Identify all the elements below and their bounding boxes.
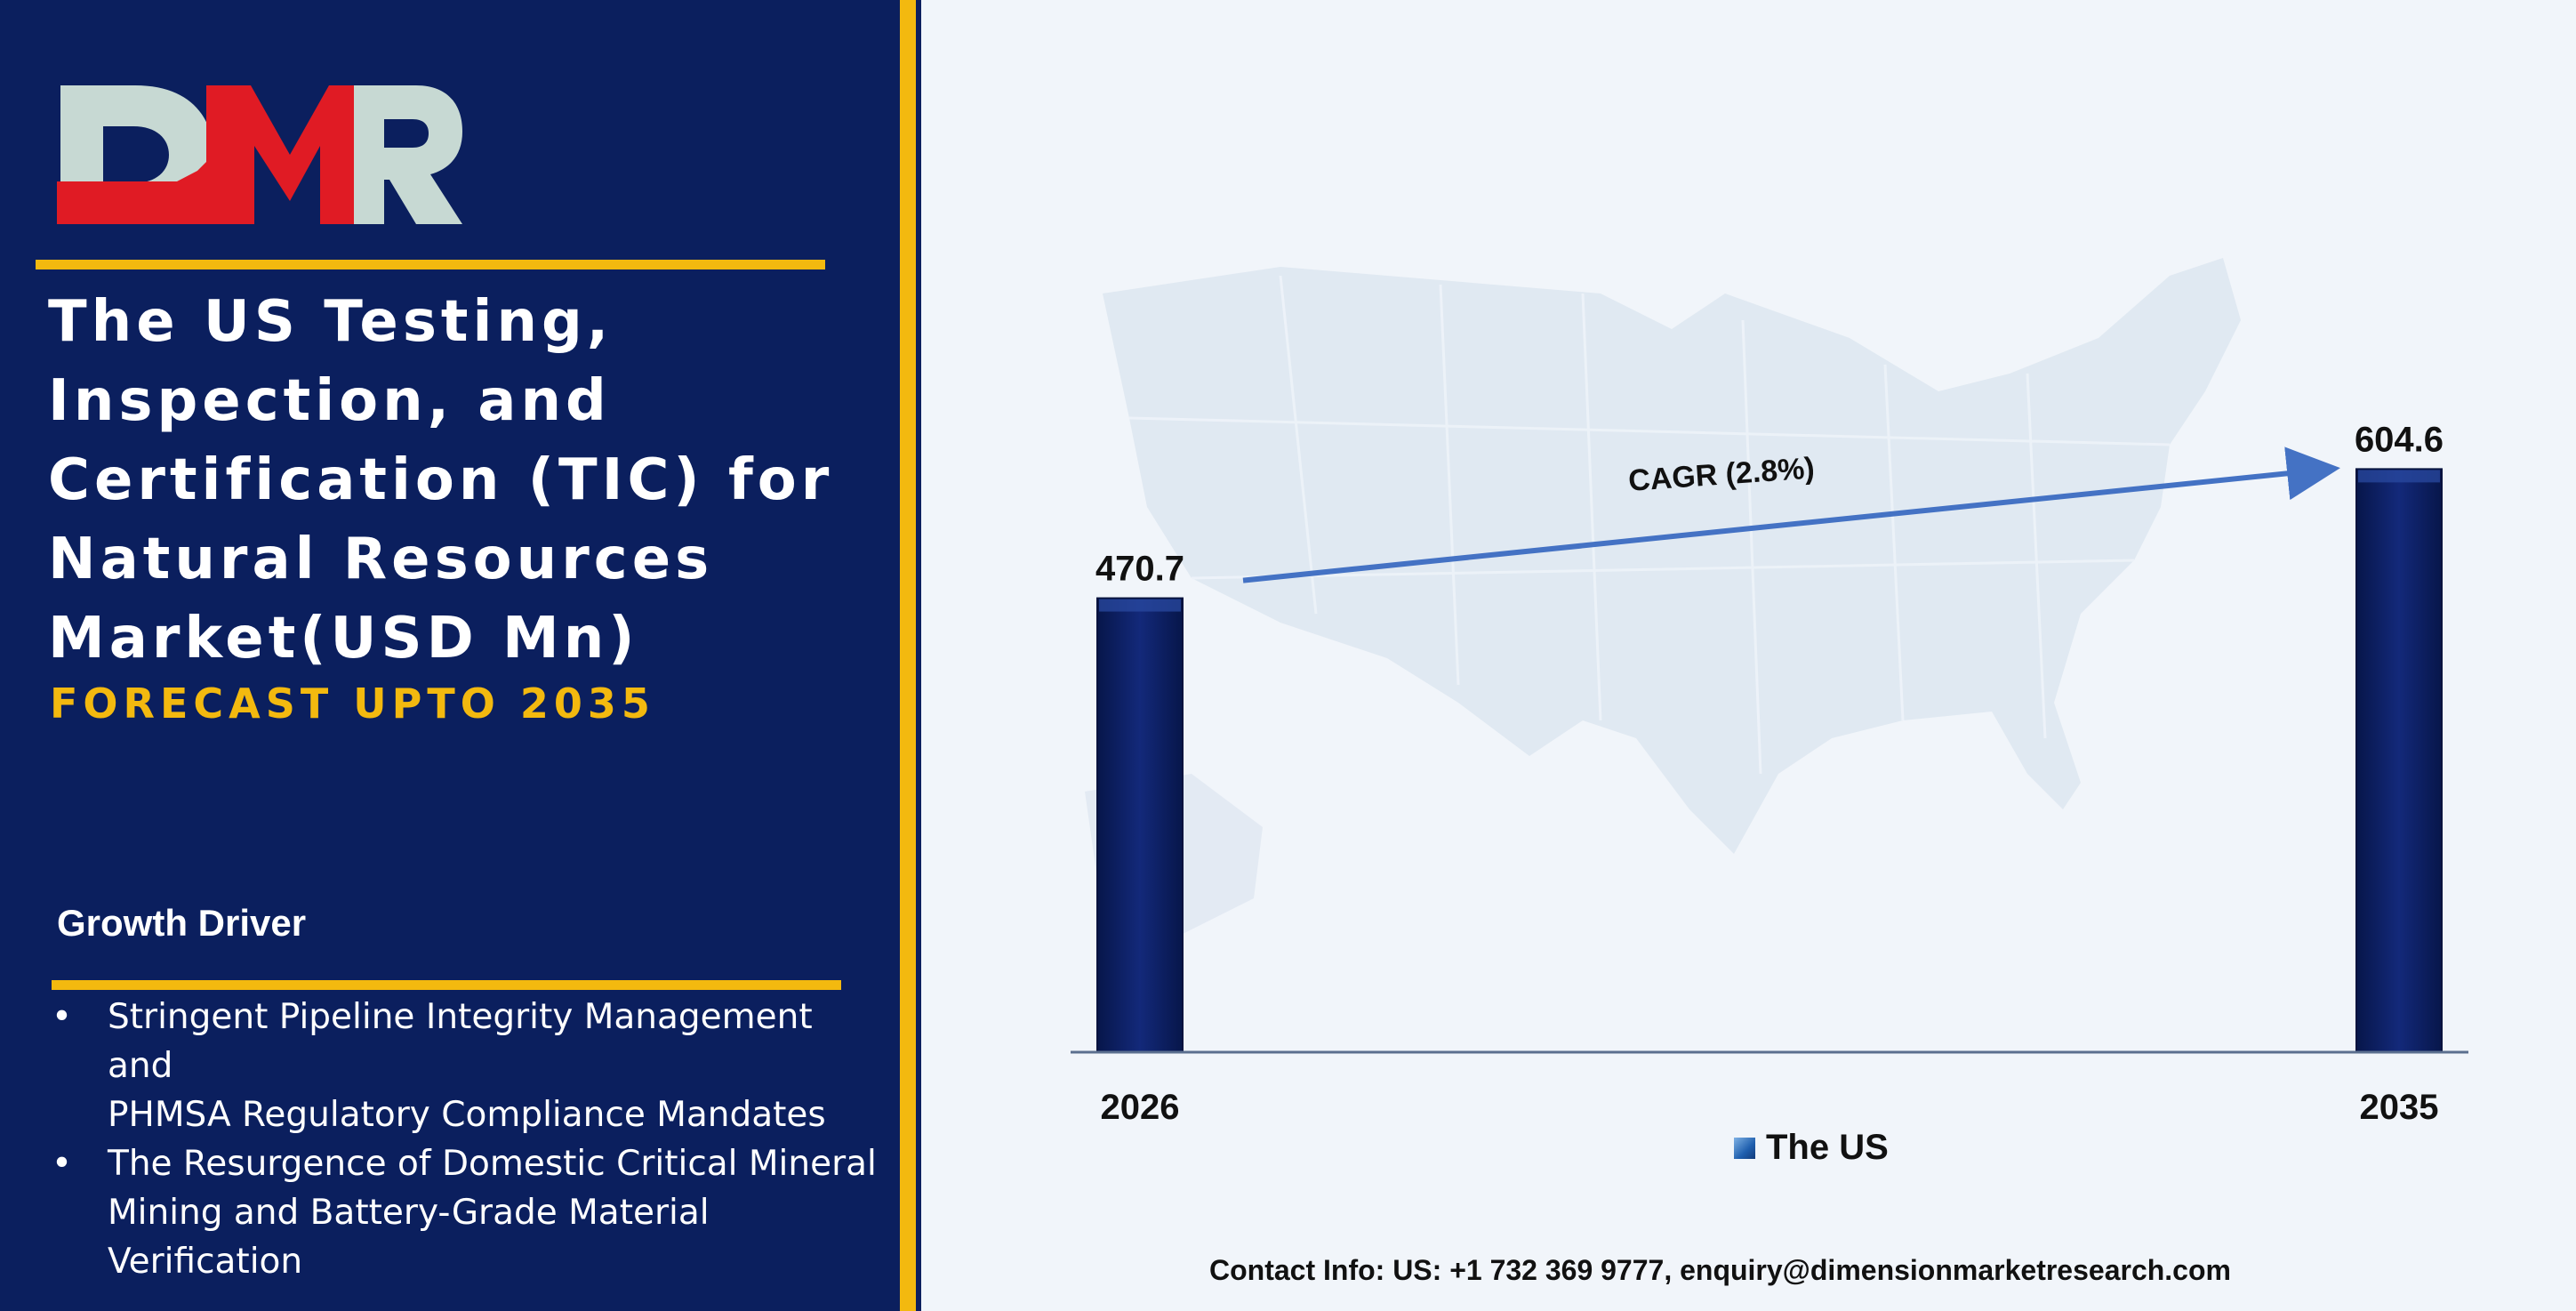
forecast-subtitle: FORECAST UPTO 2035 (50, 680, 655, 728)
driver-line: Mining and Battery-Grade Material (108, 1193, 710, 1233)
title-line: Market(USD Mn) (48, 606, 639, 672)
page-title: The US Testing, Inspection, and Certific… (48, 283, 893, 679)
bar-cap-2026 (1099, 599, 1181, 612)
accent-edge (916, 0, 921, 1311)
bullet: • (52, 1144, 73, 1184)
market-chart: 470.7 2026 604.6 2035 (1071, 420, 2468, 1127)
title-line: Inspection, and (48, 368, 611, 434)
title-line: Natural Resources (48, 527, 714, 592)
list-item: • Stringent Pipeline Integrity Managemen… (48, 993, 884, 1139)
driver-line: PHMSA Regulatory Compliance Mandates (108, 1095, 826, 1135)
accent-bar (900, 0, 916, 1311)
bar-2035 (2355, 468, 2443, 1053)
bullet: • (52, 997, 73, 1037)
chart-legend: The US (1734, 1128, 1889, 1168)
bar-2026 (1096, 597, 1184, 1054)
bar-cap-2035 (2358, 470, 2440, 483)
category-label-2035: 2035 (2360, 1088, 2439, 1127)
data-label-2026: 470.7 (1095, 550, 1184, 589)
title-line: The US Testing, (48, 289, 614, 355)
title-line: Certification (TIC) for (48, 447, 834, 513)
cagr-arrow (1242, 446, 2340, 583)
list-item: • The Resurgence of Domestic Critical Mi… (48, 1139, 884, 1286)
data-label-2035: 604.6 (2355, 420, 2444, 459)
legend-swatch (1734, 1137, 1755, 1159)
driver-line: Verification (108, 1242, 303, 1282)
contact-info: Contact Info: US: +1 732 369 9777, enqui… (1209, 1254, 2231, 1286)
category-label-2026: 2026 (1101, 1088, 1180, 1127)
driver-line: The Resurgence of Domestic Critical Mine… (108, 1144, 877, 1184)
dmr-logo (57, 85, 462, 224)
growth-driver-heading: Growth Driver (57, 902, 307, 944)
growth-driver-rule (52, 980, 841, 990)
title-rule (36, 260, 825, 269)
legend-label: The US (1766, 1128, 1889, 1167)
growth-driver-list: • Stringent Pipeline Integrity Managemen… (48, 993, 884, 1286)
driver-line: Stringent Pipeline Integrity Management … (108, 997, 813, 1086)
